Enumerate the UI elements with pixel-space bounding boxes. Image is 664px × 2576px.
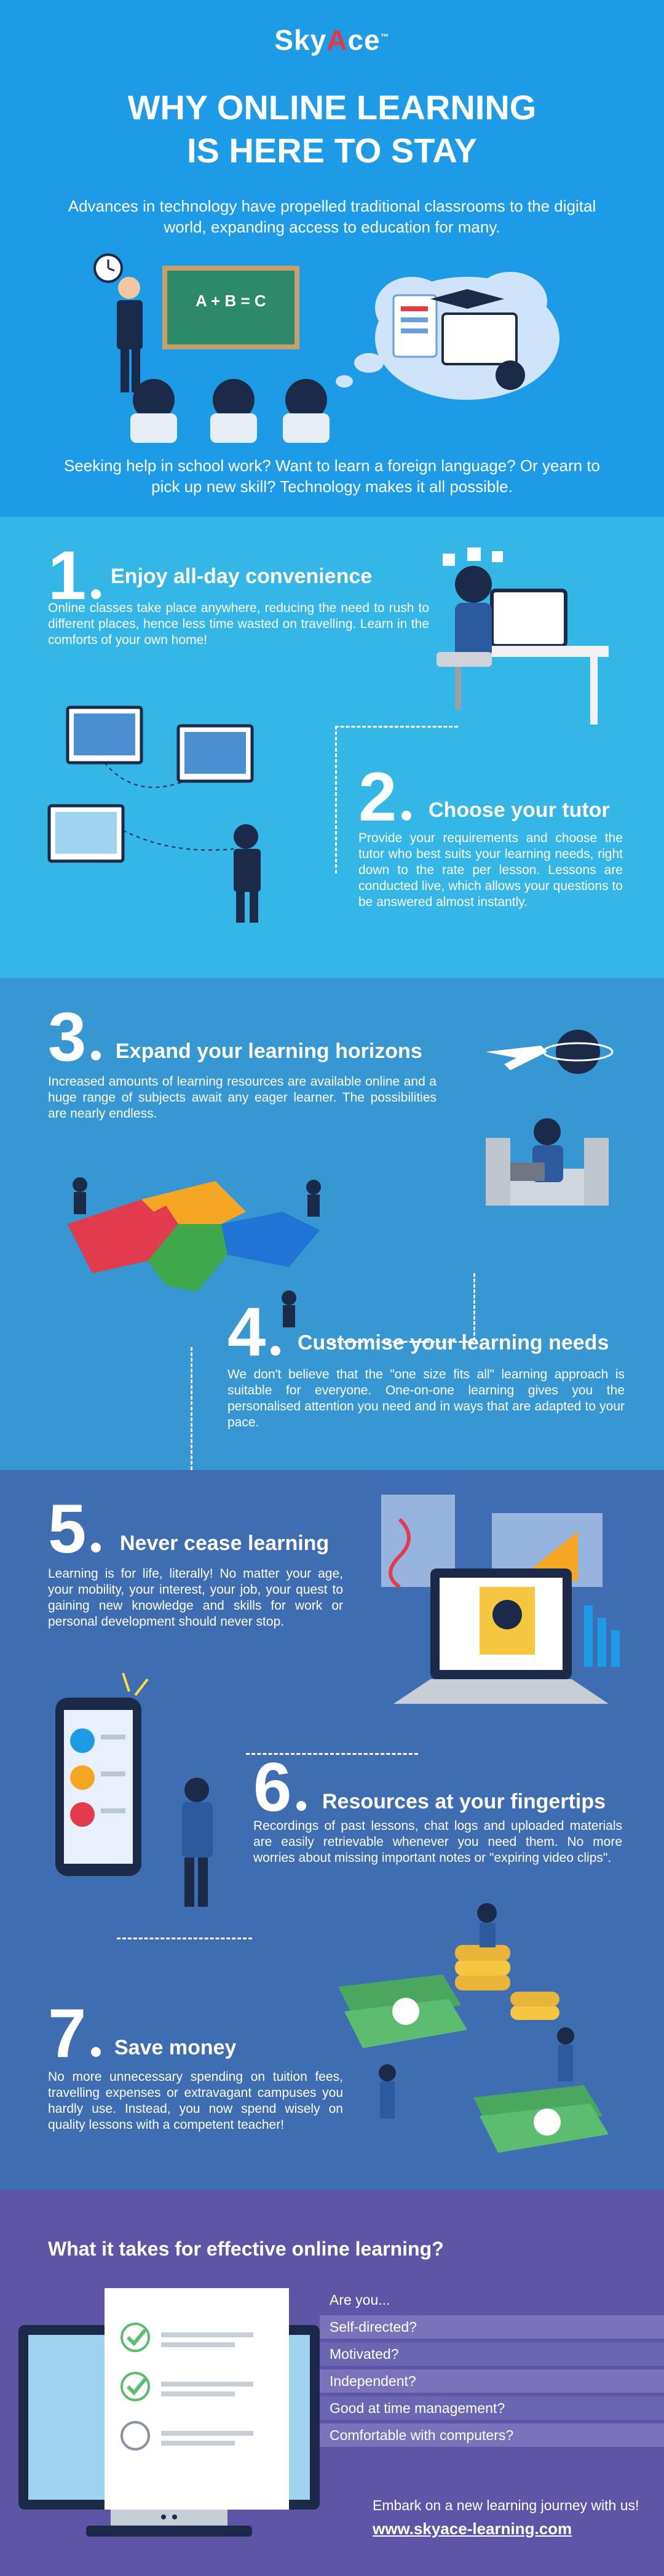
trait-time-management: Good at time management?: [320, 2396, 664, 2420]
title-line-2: IS HERE TO STAY: [187, 131, 477, 170]
logo-text-ce: ce: [347, 24, 381, 56]
logo-trademark: ™: [380, 31, 390, 42]
desk-student-illustration: [437, 547, 609, 725]
intro-text: Advances in technology have propelled tr…: [68, 197, 596, 236]
puzzle-pieces-illustration: [68, 1177, 321, 1327]
section-effective-learning: What it takes for effective online learn…: [0, 2190, 664, 2576]
reason-4-number: 4: [227, 1298, 281, 1367]
reason-5-text: Learning is for life, literally! No matt…: [48, 1567, 343, 1629]
reason-5-number: 5: [48, 1495, 101, 1564]
connector-dashed-line-2: [473, 1273, 477, 1341]
logo-text-sky: Sky: [274, 24, 327, 56]
trait-self-directed: Self-directed?: [320, 2315, 664, 2339]
reason-5-title: Never cease learning: [120, 1532, 330, 1555]
reason-6-number: 6: [253, 1753, 307, 1822]
cta-text: Embark on a new learning journey with us…: [373, 2497, 639, 2513]
reason-7-number: 7: [48, 1999, 101, 2068]
section-convenience-tutor: 1 Enjoy all-day convenience Online class…: [0, 517, 664, 978]
skyace-logo[interactable]: SkyAce™: [0, 23, 664, 57]
laptop-tutor-illustration: [381, 1495, 620, 1704]
logo-text-accent: A: [326, 24, 348, 56]
connector-dashed-line-3: [246, 1753, 418, 1755]
section-horizons-customise: 3 Expand your learning horizons Increase…: [0, 978, 664, 1470]
online-learning-cloud-illustration: [336, 272, 559, 400]
money-and-coins-illustration: [338, 1903, 609, 2153]
reason-7-title: Save money: [114, 2036, 237, 2059]
section-learning-resources-money: 5 Never cease learning Learning is for l…: [0, 1470, 664, 2190]
page-title: WHY ONLINE LEARNING IS HERE TO STAY: [0, 86, 664, 172]
hero-section: SkyAce™ WHY ONLINE LEARNING IS HERE TO S…: [0, 0, 664, 517]
checklist-monitor-illustration: [18, 2288, 320, 2537]
are-you-label: Are you...: [330, 2292, 390, 2308]
effective-learning-question: What it takes for effective online learn…: [48, 2238, 444, 2260]
reason-7-text: No more unnecessary spending on tuition …: [48, 2070, 343, 2132]
connector-dashed-line-2b: [332, 1341, 473, 1343]
phone-and-student-illustration: [55, 1672, 213, 1907]
reason-1-number: 1: [48, 541, 101, 610]
trait-independent: Independent?: [320, 2369, 664, 2393]
reason-3-title: Expand your learning horizons: [116, 1040, 422, 1063]
trait-comfortable-computers: Comfortable with computers?: [320, 2423, 664, 2447]
connector-dashed-line-1: [335, 726, 458, 728]
reason-3-number: 3: [48, 1003, 101, 1071]
reason-3-text: Increased amounts of learning resources …: [48, 1075, 437, 1121]
reason-2-number: 2: [358, 763, 412, 832]
connector-dashed-line-2c: [191, 1347, 192, 1470]
title-line-1: WHY ONLINE LEARNING: [127, 88, 537, 127]
reason-6-text: Recordings of past lessons, chat logs an…: [253, 1819, 622, 1865]
travel-learning-illustration: [486, 1030, 614, 1206]
website-link[interactable]: www.skyace-learning.com: [373, 2519, 572, 2538]
reason-2-text: Provide your requirements and choose the…: [358, 831, 623, 909]
connector-dashed-line-3b: [117, 1938, 252, 1939]
connector-dashed-line-1b: [335, 726, 337, 873]
video-call-monitors-illustration: [47, 706, 261, 923]
chalkboard-text: A + B = C: [196, 292, 266, 310]
reason-1-title: Enjoy all-day convenience: [111, 565, 373, 588]
reason-2-title: Choose your tutor: [429, 798, 610, 822]
seek-help-text: Seeking help in school work? Want to lea…: [63, 456, 600, 496]
reason-4-title: Customise your learning needs: [298, 1331, 609, 1354]
classroom-illustration: [93, 253, 330, 443]
reason-1-text: Online classes take place anywhere, redu…: [48, 601, 429, 647]
trait-motivated: Motivated?: [320, 2342, 664, 2366]
reason-4-text: We don't believe that the "one size fits…: [227, 1367, 625, 1429]
reason-6-title: Resources at your fingertips: [322, 1790, 606, 1813]
